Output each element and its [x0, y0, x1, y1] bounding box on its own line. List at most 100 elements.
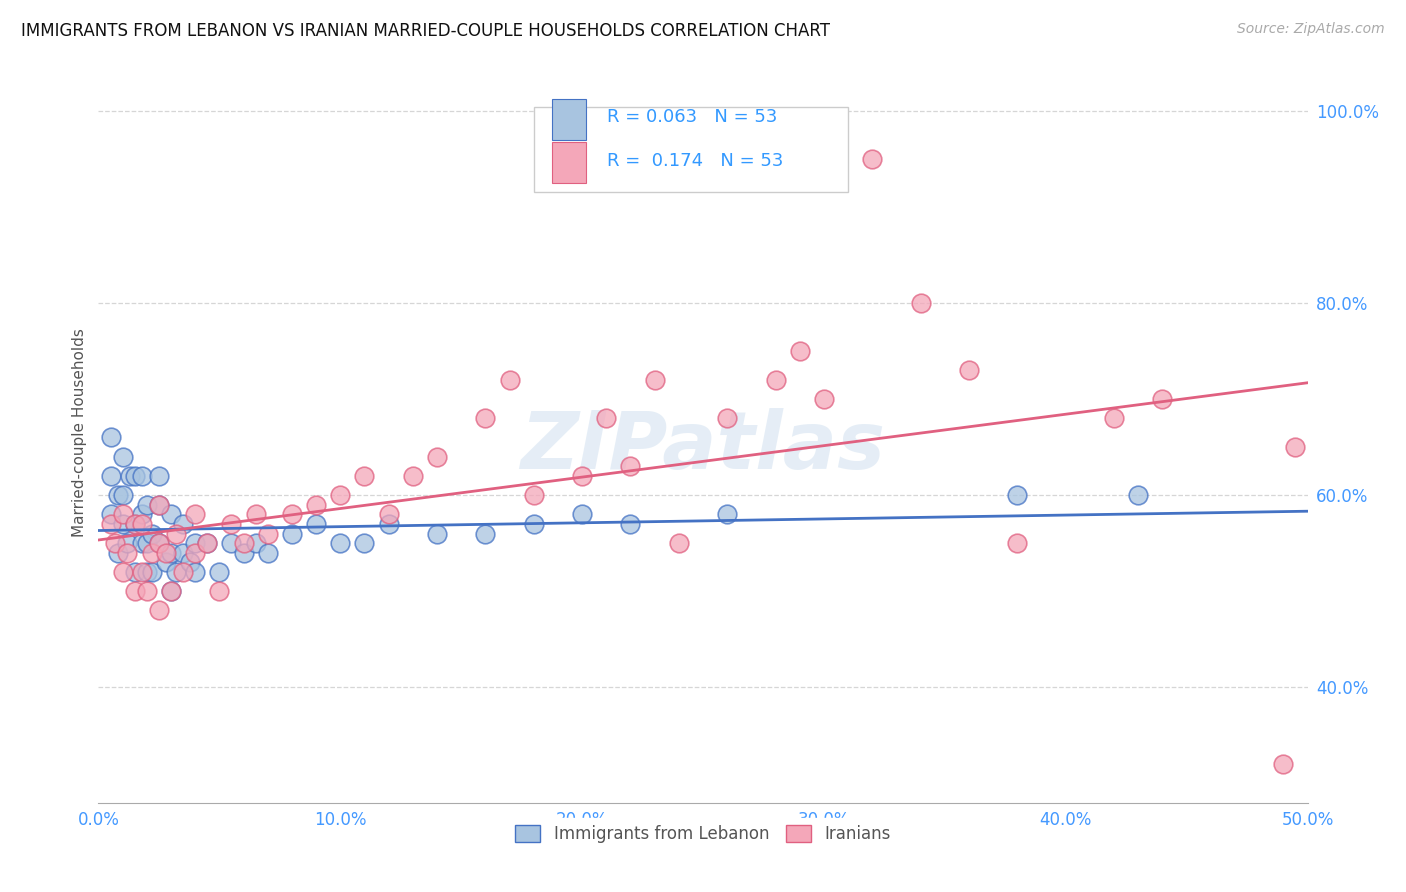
- Point: [305, 498, 328, 512]
- Point: [148, 498, 170, 512]
- Point: [245, 508, 267, 522]
- Point: [104, 536, 127, 550]
- Point: [107, 546, 129, 560]
- Point: [619, 516, 641, 531]
- Point: [329, 488, 352, 502]
- Point: [131, 508, 153, 522]
- Point: [131, 565, 153, 579]
- Point: [523, 488, 546, 502]
- Legend: Immigrants from Lebanon, Iranians: Immigrants from Lebanon, Iranians: [509, 819, 897, 850]
- Point: [426, 450, 449, 464]
- Point: [100, 508, 122, 522]
- Text: R = 0.063   N = 53: R = 0.063 N = 53: [607, 109, 778, 127]
- Point: [184, 546, 207, 560]
- Point: [353, 469, 375, 483]
- Point: [910, 295, 932, 310]
- Point: [1007, 488, 1029, 502]
- Point: [141, 526, 163, 541]
- Point: [111, 488, 134, 502]
- Point: [619, 459, 641, 474]
- Point: [377, 516, 399, 531]
- Bar: [551, 142, 586, 183]
- Bar: [551, 99, 586, 139]
- Point: [716, 508, 738, 522]
- Point: [957, 363, 980, 377]
- Text: R =  0.174   N = 53: R = 0.174 N = 53: [607, 152, 785, 169]
- Point: [100, 469, 122, 483]
- Point: [256, 546, 278, 560]
- Point: [117, 546, 139, 560]
- Point: [716, 411, 738, 425]
- Point: [353, 536, 375, 550]
- Text: ZIPatlas: ZIPatlas: [520, 409, 886, 486]
- Point: [135, 584, 157, 599]
- Point: [281, 508, 304, 522]
- Point: [160, 546, 183, 560]
- Point: [135, 565, 157, 579]
- Text: Source: ZipAtlas.com: Source: ZipAtlas.com: [1237, 22, 1385, 37]
- Point: [172, 516, 194, 531]
- Point: [1007, 536, 1029, 550]
- Point: [208, 584, 231, 599]
- Point: [195, 536, 218, 550]
- Point: [232, 536, 254, 550]
- Point: [111, 516, 134, 531]
- Point: [595, 411, 617, 425]
- Point: [184, 565, 207, 579]
- Point: [789, 343, 811, 358]
- Point: [124, 565, 146, 579]
- FancyBboxPatch shape: [534, 107, 848, 192]
- Point: [111, 450, 134, 464]
- Point: [195, 536, 218, 550]
- Y-axis label: Married-couple Households: Married-couple Households: [72, 328, 87, 537]
- Point: [426, 526, 449, 541]
- Point: [172, 546, 194, 560]
- Point: [118, 469, 141, 483]
- Point: [107, 488, 129, 502]
- Point: [184, 508, 207, 522]
- Point: [124, 516, 146, 531]
- Point: [124, 584, 146, 599]
- Point: [179, 556, 201, 570]
- Point: [117, 536, 139, 550]
- Point: [148, 603, 170, 617]
- Point: [860, 152, 883, 166]
- Point: [1102, 411, 1125, 425]
- Point: [111, 565, 134, 579]
- Point: [765, 373, 787, 387]
- Point: [111, 508, 134, 522]
- Point: [498, 373, 520, 387]
- Point: [813, 392, 835, 406]
- Point: [160, 508, 183, 522]
- Point: [1272, 757, 1295, 772]
- Point: [155, 556, 177, 570]
- Point: [474, 411, 496, 425]
- Point: [100, 516, 122, 531]
- Point: [1128, 488, 1150, 502]
- Point: [221, 536, 243, 550]
- Point: [160, 584, 183, 599]
- Point: [305, 516, 328, 531]
- Point: [131, 536, 153, 550]
- Point: [256, 526, 278, 541]
- Point: [141, 565, 163, 579]
- Point: [148, 498, 170, 512]
- Point: [135, 498, 157, 512]
- Point: [232, 546, 254, 560]
- Point: [1152, 392, 1174, 406]
- Point: [571, 508, 593, 522]
- Point: [148, 536, 170, 550]
- Point: [131, 516, 153, 531]
- Point: [402, 469, 425, 483]
- Point: [571, 469, 593, 483]
- Point: [141, 546, 163, 560]
- Point: [221, 516, 243, 531]
- Point: [165, 565, 187, 579]
- Point: [184, 536, 207, 550]
- Point: [148, 536, 170, 550]
- Point: [124, 516, 146, 531]
- Point: [160, 584, 183, 599]
- Point: [281, 526, 304, 541]
- Point: [668, 536, 690, 550]
- Text: IMMIGRANTS FROM LEBANON VS IRANIAN MARRIED-COUPLE HOUSEHOLDS CORRELATION CHART: IMMIGRANTS FROM LEBANON VS IRANIAN MARRI…: [21, 22, 830, 40]
